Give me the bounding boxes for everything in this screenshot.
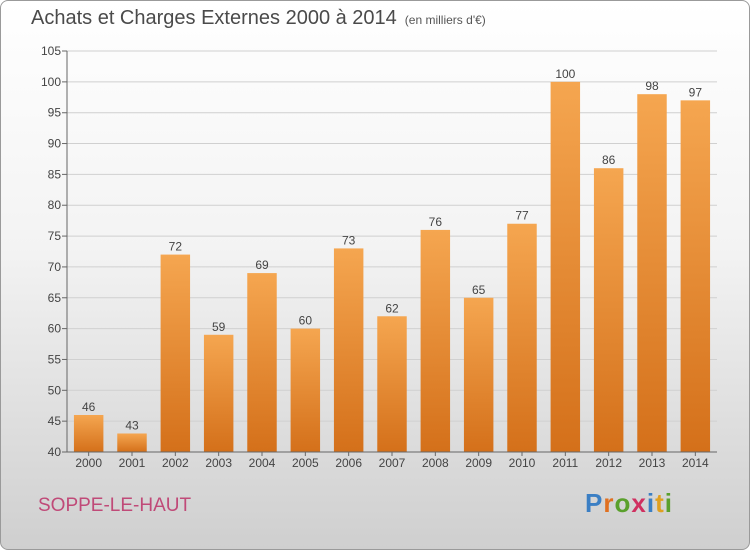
title-text: Achats et Charges Externes 2000 à 2014 bbox=[31, 7, 397, 29]
bar bbox=[377, 316, 407, 452]
logo-letter: t bbox=[655, 488, 665, 518]
x-tick-label: 2006 bbox=[335, 456, 362, 470]
y-axis: 40 45 50 55 60 65 70 75 80 85 90 95 100 105 bbox=[41, 44, 68, 459]
bar-value-label: 60 bbox=[299, 314, 313, 328]
proxiti-logo: Proxiti bbox=[585, 488, 673, 519]
x-tick-label: 2001 bbox=[119, 456, 146, 470]
bar bbox=[247, 273, 277, 452]
place-name: SOPPE-LE-HAUT bbox=[38, 495, 192, 516]
bar-value-label: 97 bbox=[689, 85, 703, 99]
bar-value-label: 62 bbox=[385, 301, 399, 315]
bars bbox=[73, 81, 711, 452]
y-tick-label: 85 bbox=[48, 167, 62, 181]
x-tick-label: 2000 bbox=[75, 456, 102, 470]
bar-value-label: 73 bbox=[342, 233, 356, 247]
x-tick-label: 2002 bbox=[162, 456, 189, 470]
y-tick-label: 105 bbox=[41, 44, 61, 58]
logo-letter: i bbox=[646, 488, 656, 518]
bar-value-label: 86 bbox=[602, 153, 616, 167]
bar bbox=[507, 223, 537, 452]
bar bbox=[333, 248, 364, 452]
bar-value-label: 43 bbox=[125, 418, 139, 432]
chart-title: Achats et Charges Externes 2000 à 2014 (e… bbox=[31, 7, 486, 30]
y-tick-label: 75 bbox=[48, 229, 62, 243]
y-tick-label: 80 bbox=[48, 198, 62, 212]
bar bbox=[550, 81, 581, 452]
y-tick-label: 50 bbox=[48, 383, 62, 397]
bar-value-label: 77 bbox=[515, 209, 529, 223]
bar-value-label: 69 bbox=[255, 258, 269, 272]
y-tick-label: 90 bbox=[48, 137, 62, 151]
bar-value-label: 72 bbox=[169, 240, 183, 254]
y-tick-label: 55 bbox=[48, 352, 62, 366]
bar-value-label: 46 bbox=[82, 400, 96, 414]
y-tick-label: 100 bbox=[41, 75, 61, 89]
y-tick-label: 45 bbox=[48, 414, 62, 428]
x-tick-label: 2008 bbox=[422, 456, 449, 470]
y-tick-label: 40 bbox=[48, 445, 62, 459]
y-tick-label: 70 bbox=[48, 260, 62, 274]
bar-value-label: 98 bbox=[645, 79, 659, 93]
bar-value-label: 100 bbox=[555, 67, 575, 81]
bar bbox=[420, 229, 451, 452]
x-tick-label: 2010 bbox=[509, 456, 536, 470]
x-tick-label: 2009 bbox=[465, 456, 492, 470]
x-tick-label: 2013 bbox=[639, 456, 666, 470]
x-tick-label: 2004 bbox=[249, 456, 276, 470]
bar-value-label: 65 bbox=[472, 283, 486, 297]
x-tick-label: 2005 bbox=[292, 456, 319, 470]
x-tick-label: 2014 bbox=[682, 456, 709, 470]
bar bbox=[680, 100, 711, 452]
bar-value-label: 59 bbox=[212, 320, 226, 334]
x-axis: 2000 2001 2002 2003 2004 2005 2006 2007 2008 2009… bbox=[67, 451, 717, 470]
y-tick-label: 95 bbox=[48, 106, 62, 120]
logo-letter: o bbox=[614, 488, 632, 518]
logo-letter: P bbox=[585, 488, 604, 518]
bar bbox=[203, 334, 234, 452]
bar bbox=[593, 168, 624, 452]
logo-letter: r bbox=[603, 488, 615, 518]
bar bbox=[117, 433, 147, 452]
x-tick-label: 2007 bbox=[379, 456, 406, 470]
y-tick-label: 65 bbox=[48, 291, 62, 305]
bar-value-label: 76 bbox=[429, 215, 443, 229]
unit-label: (en milliers d'€) bbox=[404, 13, 486, 27]
x-tick-label: 2003 bbox=[205, 456, 232, 470]
bar bbox=[160, 254, 191, 452]
bar bbox=[290, 328, 321, 452]
logo-letter: i bbox=[664, 488, 673, 518]
bar bbox=[637, 94, 667, 452]
bar bbox=[73, 414, 104, 452]
y-tick-label: 60 bbox=[48, 322, 62, 336]
x-tick-label: 2012 bbox=[595, 456, 622, 470]
value-labels: 46 43 72 59 69 60 73 62 76 65 77 100 86 98 97 bbox=[82, 67, 702, 433]
x-tick-label: 2011 bbox=[552, 456, 578, 470]
logo-letter: x bbox=[631, 488, 647, 518]
bar bbox=[463, 297, 494, 452]
